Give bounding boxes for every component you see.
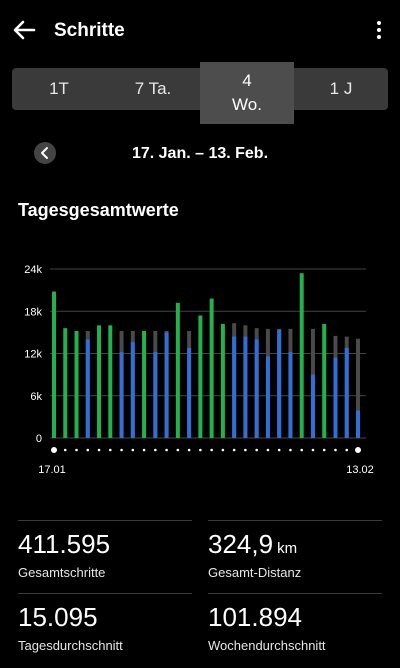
y-tick-label: 18k <box>24 306 42 318</box>
steps-bar-goal-met <box>74 330 79 438</box>
steps-bar <box>153 352 158 438</box>
period-tabs: 1T 7 Ta. 4 Wo. 1 J <box>12 62 388 124</box>
x-axis-dot <box>210 448 213 452</box>
chart-title: Tagesgesamtwerte <box>18 200 179 220</box>
steps-bar <box>288 352 293 438</box>
x-axis-end-dot <box>355 447 361 453</box>
stat-daily-average: 15.095 Tagesdurchschnitt <box>18 593 192 666</box>
stat-total-distance: 324,9 km Gesamt-Distanz <box>208 520 382 593</box>
x-axis-dot <box>311 448 315 452</box>
tab-4-weeks[interactable]: 4 Wo. <box>200 62 294 124</box>
x-axis-dot <box>120 448 123 452</box>
steps-bar <box>265 356 270 438</box>
steps-bar <box>130 342 135 438</box>
steps-bar <box>333 357 338 438</box>
x-axis-dot <box>142 448 146 452</box>
steps-bar <box>243 336 248 438</box>
steps-bar <box>356 410 360 438</box>
x-axis-dot <box>131 448 135 452</box>
x-axis-dot <box>176 448 180 452</box>
steps-bar <box>85 339 90 438</box>
x-axis-dot <box>255 448 258 452</box>
steps-chart: 0 6k 12k 18k 24k 17.01 13.02 <box>24 264 374 476</box>
steps-bar-goal-met <box>175 302 180 438</box>
steps-bar-goal-met <box>299 273 304 438</box>
back-button[interactable] <box>8 14 40 46</box>
more-options-button[interactable] <box>372 18 386 44</box>
x-axis-dot <box>86 448 90 452</box>
steps-bar-goal-met <box>63 328 68 438</box>
tab-1-year[interactable]: 1 J <box>329 79 353 98</box>
steps-bar <box>187 347 192 438</box>
steps-bar-goal-met <box>142 330 147 438</box>
x-start-label: 17.01 <box>38 464 66 476</box>
x-axis-dot <box>232 448 236 452</box>
steps-bar <box>254 339 259 438</box>
steps-bar-goal-met <box>198 315 203 438</box>
x-axis-dot <box>63 448 67 452</box>
chevron-left-icon <box>41 147 48 159</box>
x-axis-dot <box>322 448 326 452</box>
app-bar: Schritte <box>0 0 400 62</box>
x-axis-dot <box>334 448 337 452</box>
previous-range-button[interactable] <box>34 142 56 164</box>
steps-bar <box>232 336 237 438</box>
steps-bar-goal-met <box>52 291 56 438</box>
x-axis-dot <box>165 448 168 452</box>
x-axis-dot <box>345 448 349 452</box>
x-axis-dot <box>266 448 270 452</box>
x-axis-dot <box>75 448 78 452</box>
y-tick-label: 12k <box>24 349 42 361</box>
steps-bar-goal-met <box>209 298 214 438</box>
tab-7-days[interactable]: 7 Ta. <box>134 79 172 98</box>
more-vert-icon <box>377 21 381 25</box>
x-axis-dot <box>187 448 191 452</box>
x-axis-dot <box>244 448 247 452</box>
steps-bar-goal-met <box>97 325 102 438</box>
x-axis-dot <box>221 448 225 452</box>
x-axis-dot <box>289 448 292 452</box>
arrow-left-icon <box>13 20 36 40</box>
steps-bar-goal-met <box>220 323 225 438</box>
y-tick-label: 0 <box>36 433 42 445</box>
x-axis-dot <box>108 448 112 452</box>
steps-bar <box>277 329 282 438</box>
y-tick-label: 6k <box>30 391 42 403</box>
x-axis-dot <box>199 448 202 452</box>
steps-bar-goal-met <box>108 325 113 438</box>
x-axis-dot <box>154 448 157 452</box>
x-axis-dot <box>97 448 101 452</box>
stat-total-steps: 411.595 Gesamtschritte <box>18 520 192 593</box>
steps-bar-goal-met <box>322 323 327 438</box>
steps-bar <box>344 347 349 438</box>
date-range: 17. Jan. – 13. Feb. <box>131 145 269 162</box>
stat-weekly-average: 101.894 Wochendurchschnitt <box>208 593 382 666</box>
x-axis-end-dot <box>51 447 57 453</box>
goal-bar <box>356 338 360 438</box>
steps-bar <box>310 374 315 438</box>
steps-bar <box>119 352 124 438</box>
steps-bar <box>164 332 169 438</box>
page-title: Schritte <box>54 20 125 41</box>
x-end-label: 13.02 <box>346 464 374 476</box>
x-axis-dot <box>300 448 304 452</box>
x-axis-dot <box>277 448 281 452</box>
y-tick-label: 24k <box>24 264 42 276</box>
tab-1-day[interactable]: 1T <box>49 79 69 98</box>
